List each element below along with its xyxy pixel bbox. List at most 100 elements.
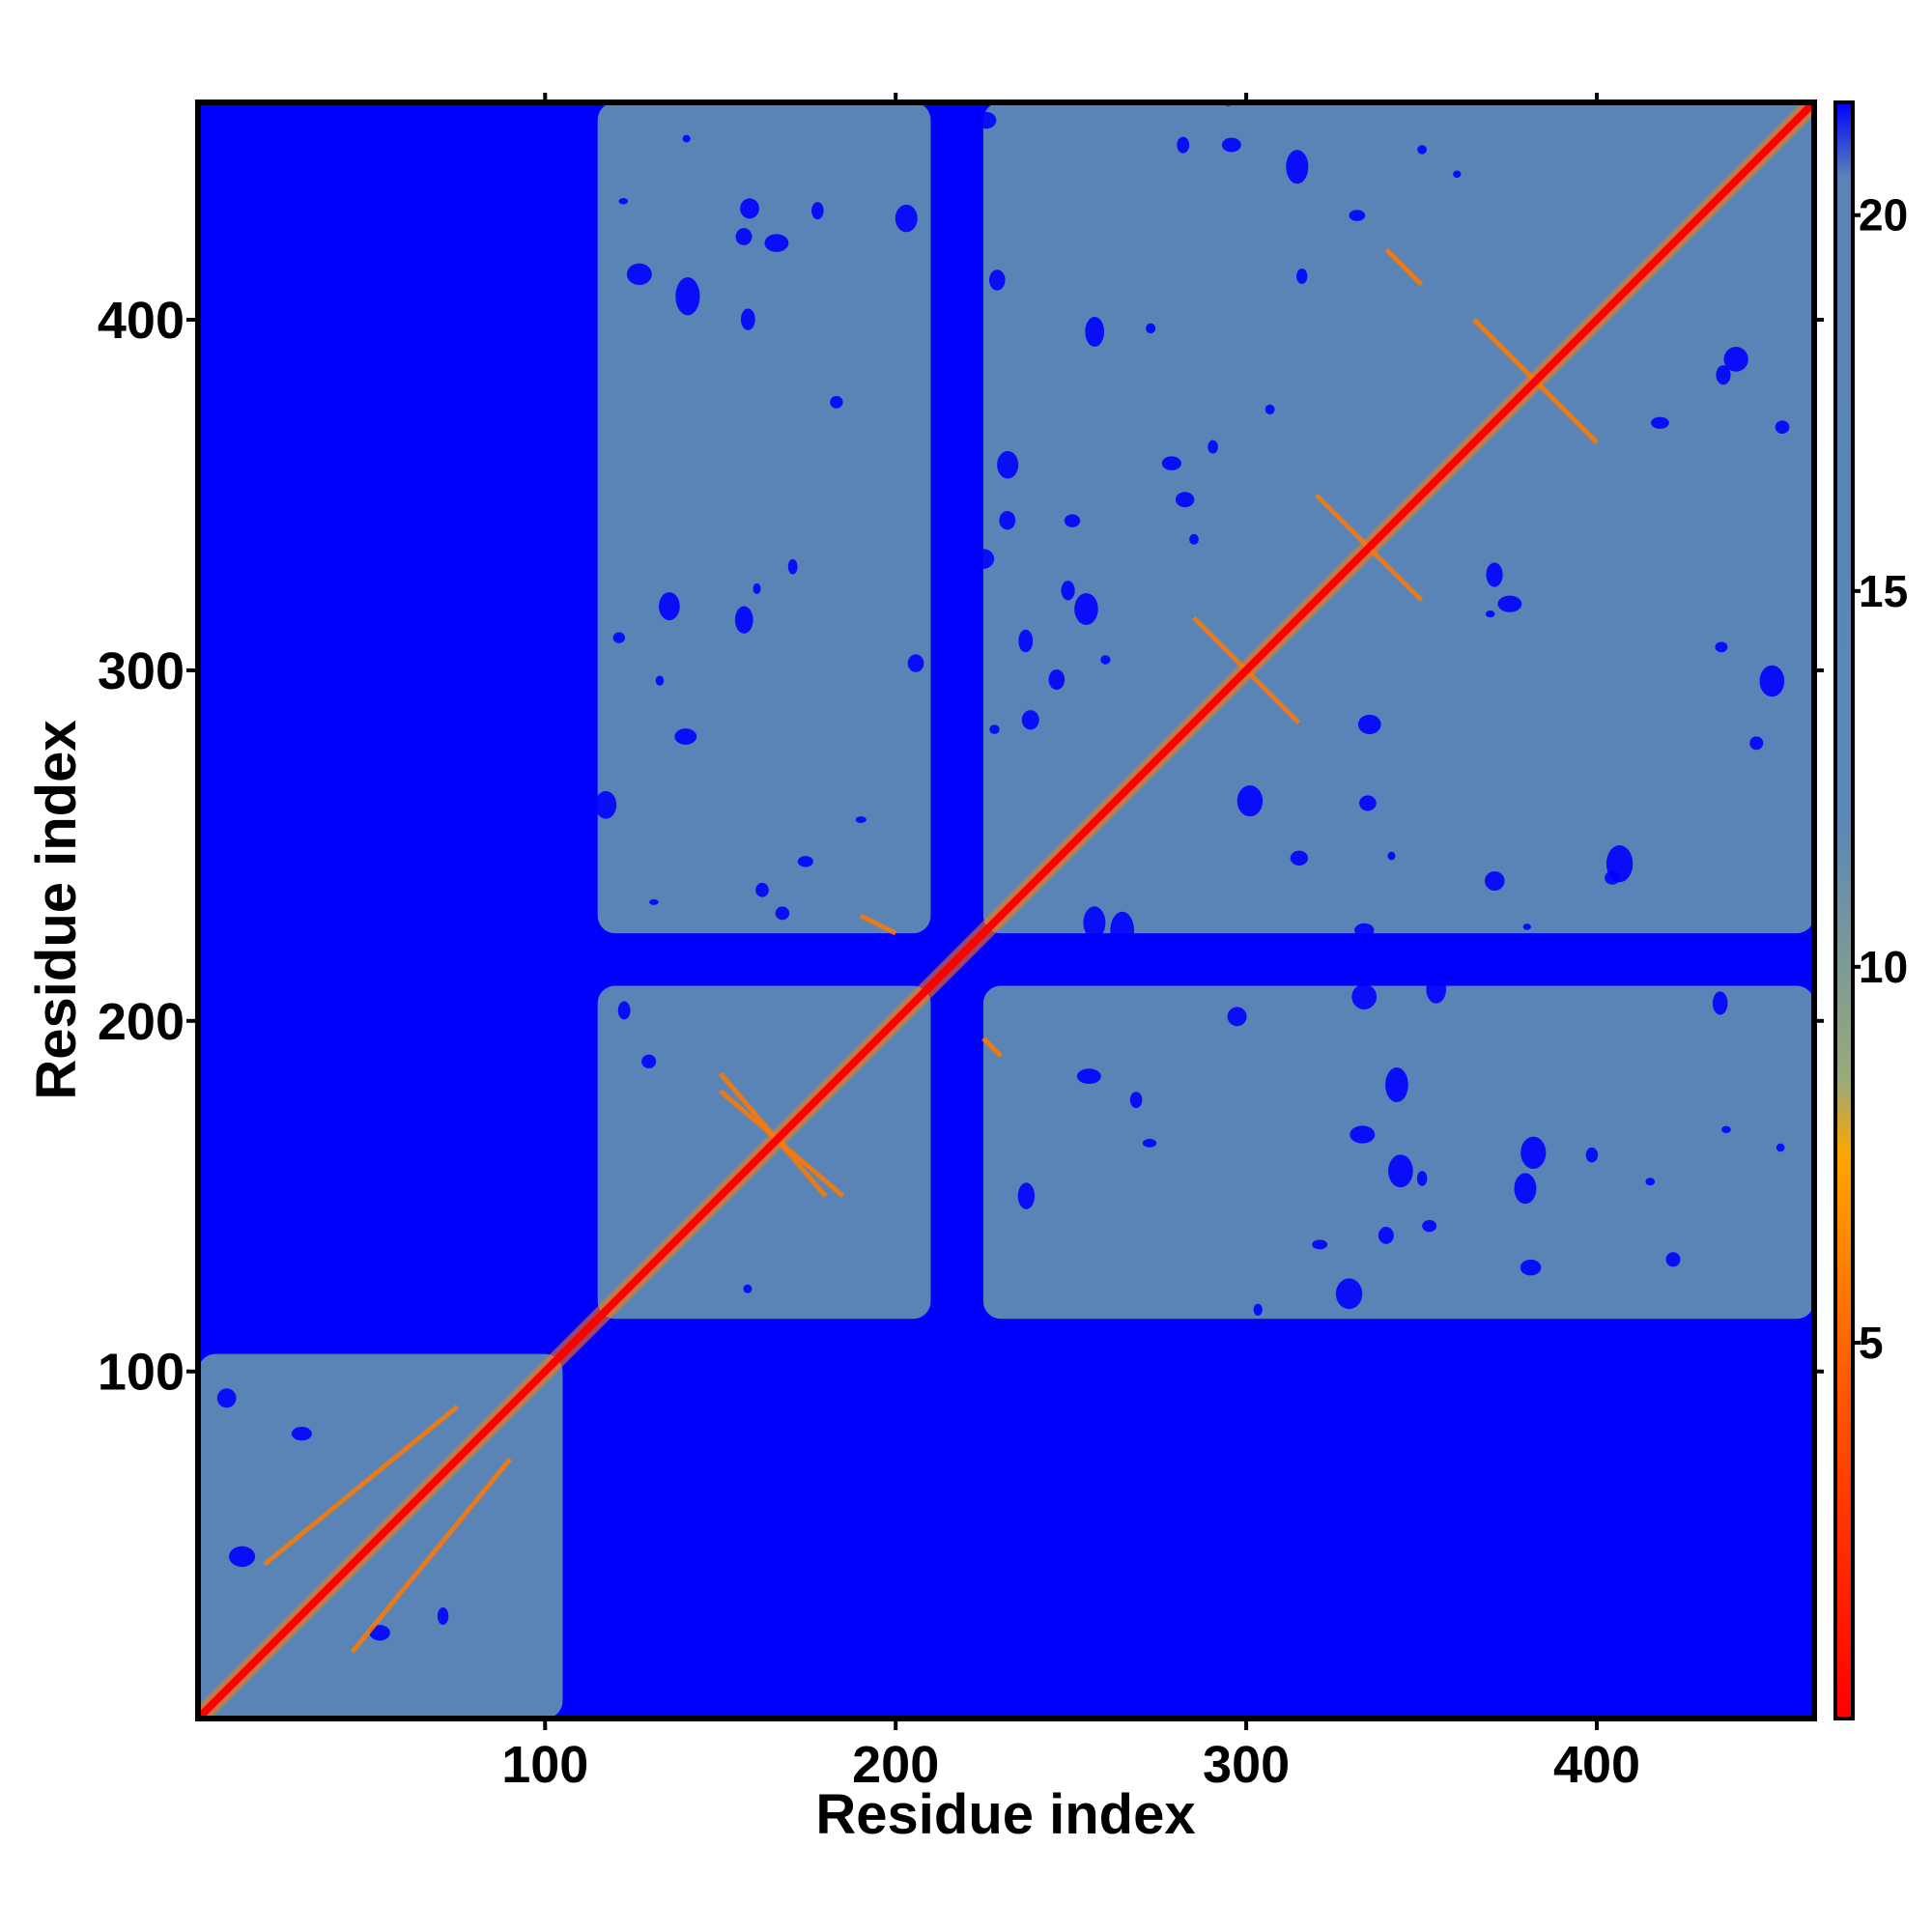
sparse-region — [989, 724, 1000, 734]
sparse-region — [1177, 136, 1190, 154]
sparse-region — [1021, 710, 1039, 730]
sparse-region — [1651, 416, 1669, 429]
sparse-region — [291, 1426, 312, 1441]
sparse-region — [740, 198, 759, 219]
sparse-region — [735, 228, 753, 245]
sparse-region — [216, 1388, 237, 1408]
sparse-region — [734, 606, 753, 634]
contact-streak-9 — [1384, 247, 1424, 287]
sparse-region — [229, 1546, 256, 1568]
sparse-region — [1422, 1219, 1437, 1233]
sparse-region — [1312, 1239, 1328, 1250]
sparse-region — [753, 582, 761, 594]
sparse-region — [1236, 784, 1264, 817]
sparse-region — [1645, 1178, 1656, 1186]
right-axis-ticks — [1814, 318, 1824, 1374]
diagonal-contacts — [198, 102, 1814, 1719]
sparse-region — [618, 198, 629, 205]
sparse-region — [1485, 610, 1495, 618]
y-tick-label: 400 — [98, 292, 185, 350]
sparse-region — [775, 906, 790, 921]
plot-frame — [195, 99, 1817, 1721]
sparse-region — [1387, 851, 1396, 861]
sparse-region — [797, 856, 813, 867]
sparse-region — [1335, 1278, 1363, 1310]
heatmap-area — [198, 102, 1814, 1719]
y-tick-label: 300 — [98, 642, 185, 700]
sparse-region — [1018, 629, 1034, 653]
colorbar-tick-label: 5 — [1859, 1318, 1884, 1368]
sparse-region — [655, 675, 665, 686]
sparse-region — [1514, 1173, 1537, 1205]
sparse-region — [369, 1625, 390, 1641]
sparse-region — [1146, 323, 1156, 334]
sparse-region — [1416, 1171, 1428, 1186]
colorbar-tick-label: 20 — [1859, 190, 1908, 241]
sparse-region — [1486, 562, 1503, 587]
sparse-region — [1716, 364, 1731, 385]
sparse-region — [1048, 668, 1065, 691]
sparse-region — [1175, 492, 1195, 508]
sparse-region — [1721, 1125, 1731, 1134]
sparse-region — [1017, 1182, 1036, 1209]
sparse-region — [999, 510, 1016, 530]
colorbar-tick-label: 15 — [1859, 566, 1908, 616]
sparse-region — [997, 450, 1019, 479]
sparse-region — [612, 632, 626, 643]
sparse-region — [1712, 991, 1728, 1015]
y-tick-label: 100 — [98, 1344, 185, 1402]
sparse-region — [1378, 1226, 1394, 1244]
sparse-region — [1426, 975, 1447, 1004]
sparse-region — [1286, 150, 1309, 185]
sparse-region — [1061, 581, 1075, 601]
y-axis: 100 200 300 400 — [98, 292, 198, 1402]
sparse-region — [1296, 268, 1308, 284]
sparse-region — [972, 549, 995, 569]
sparse-region — [743, 1284, 753, 1293]
colorbar-axis: 5 10 15 20 — [1853, 190, 1908, 1368]
y-tick-label: 200 — [98, 993, 185, 1051]
contact-streak-4 — [859, 913, 897, 936]
colorbar — [1833, 100, 1855, 1720]
sparse-region — [1264, 404, 1275, 414]
x-tick-label: 200 — [852, 1736, 939, 1794]
sparse-region — [1221, 137, 1241, 153]
sparse-region — [976, 111, 997, 129]
sparse-region — [1723, 347, 1748, 372]
sparse-region — [1110, 911, 1135, 951]
sparse-region — [675, 276, 700, 316]
contact-block-2 — [597, 102, 931, 934]
sparse-region — [437, 1606, 449, 1626]
sparse-region — [1253, 1303, 1263, 1316]
sparse-region — [907, 654, 924, 672]
contact-block-3 — [982, 985, 1814, 1320]
sparse-region — [1665, 1252, 1681, 1267]
sparse-region — [1351, 983, 1378, 1009]
top-axis-ticks — [543, 93, 1599, 102]
sparse-region — [1208, 440, 1218, 454]
sparse-region — [1715, 641, 1728, 653]
sparse-region — [1776, 1143, 1785, 1152]
sparse-region — [1497, 595, 1522, 612]
x-axis-title: Residue index — [815, 1783, 1195, 1846]
sparse-region — [1349, 210, 1366, 221]
x-axis: 100 200 300 400 — [501, 1719, 1640, 1794]
x-tick-label: 300 — [1203, 1736, 1290, 1794]
sparse-region — [1227, 1007, 1247, 1027]
sparse-region — [1083, 906, 1106, 939]
sparse-region — [1129, 1092, 1143, 1109]
sparse-region — [1064, 514, 1081, 527]
sparse-region — [764, 234, 789, 252]
sparse-region — [1085, 316, 1105, 347]
sparse-region — [1417, 145, 1428, 155]
sparse-region — [811, 202, 824, 220]
contact-streak-0 — [263, 1405, 460, 1567]
sparse-region — [1359, 795, 1377, 811]
contact-streak-1 — [350, 1457, 512, 1654]
sparse-region — [1749, 736, 1764, 751]
sparse-region — [830, 395, 843, 409]
sparse-region — [659, 592, 680, 621]
sparse-region — [740, 308, 755, 330]
sparse-region — [989, 270, 1006, 291]
